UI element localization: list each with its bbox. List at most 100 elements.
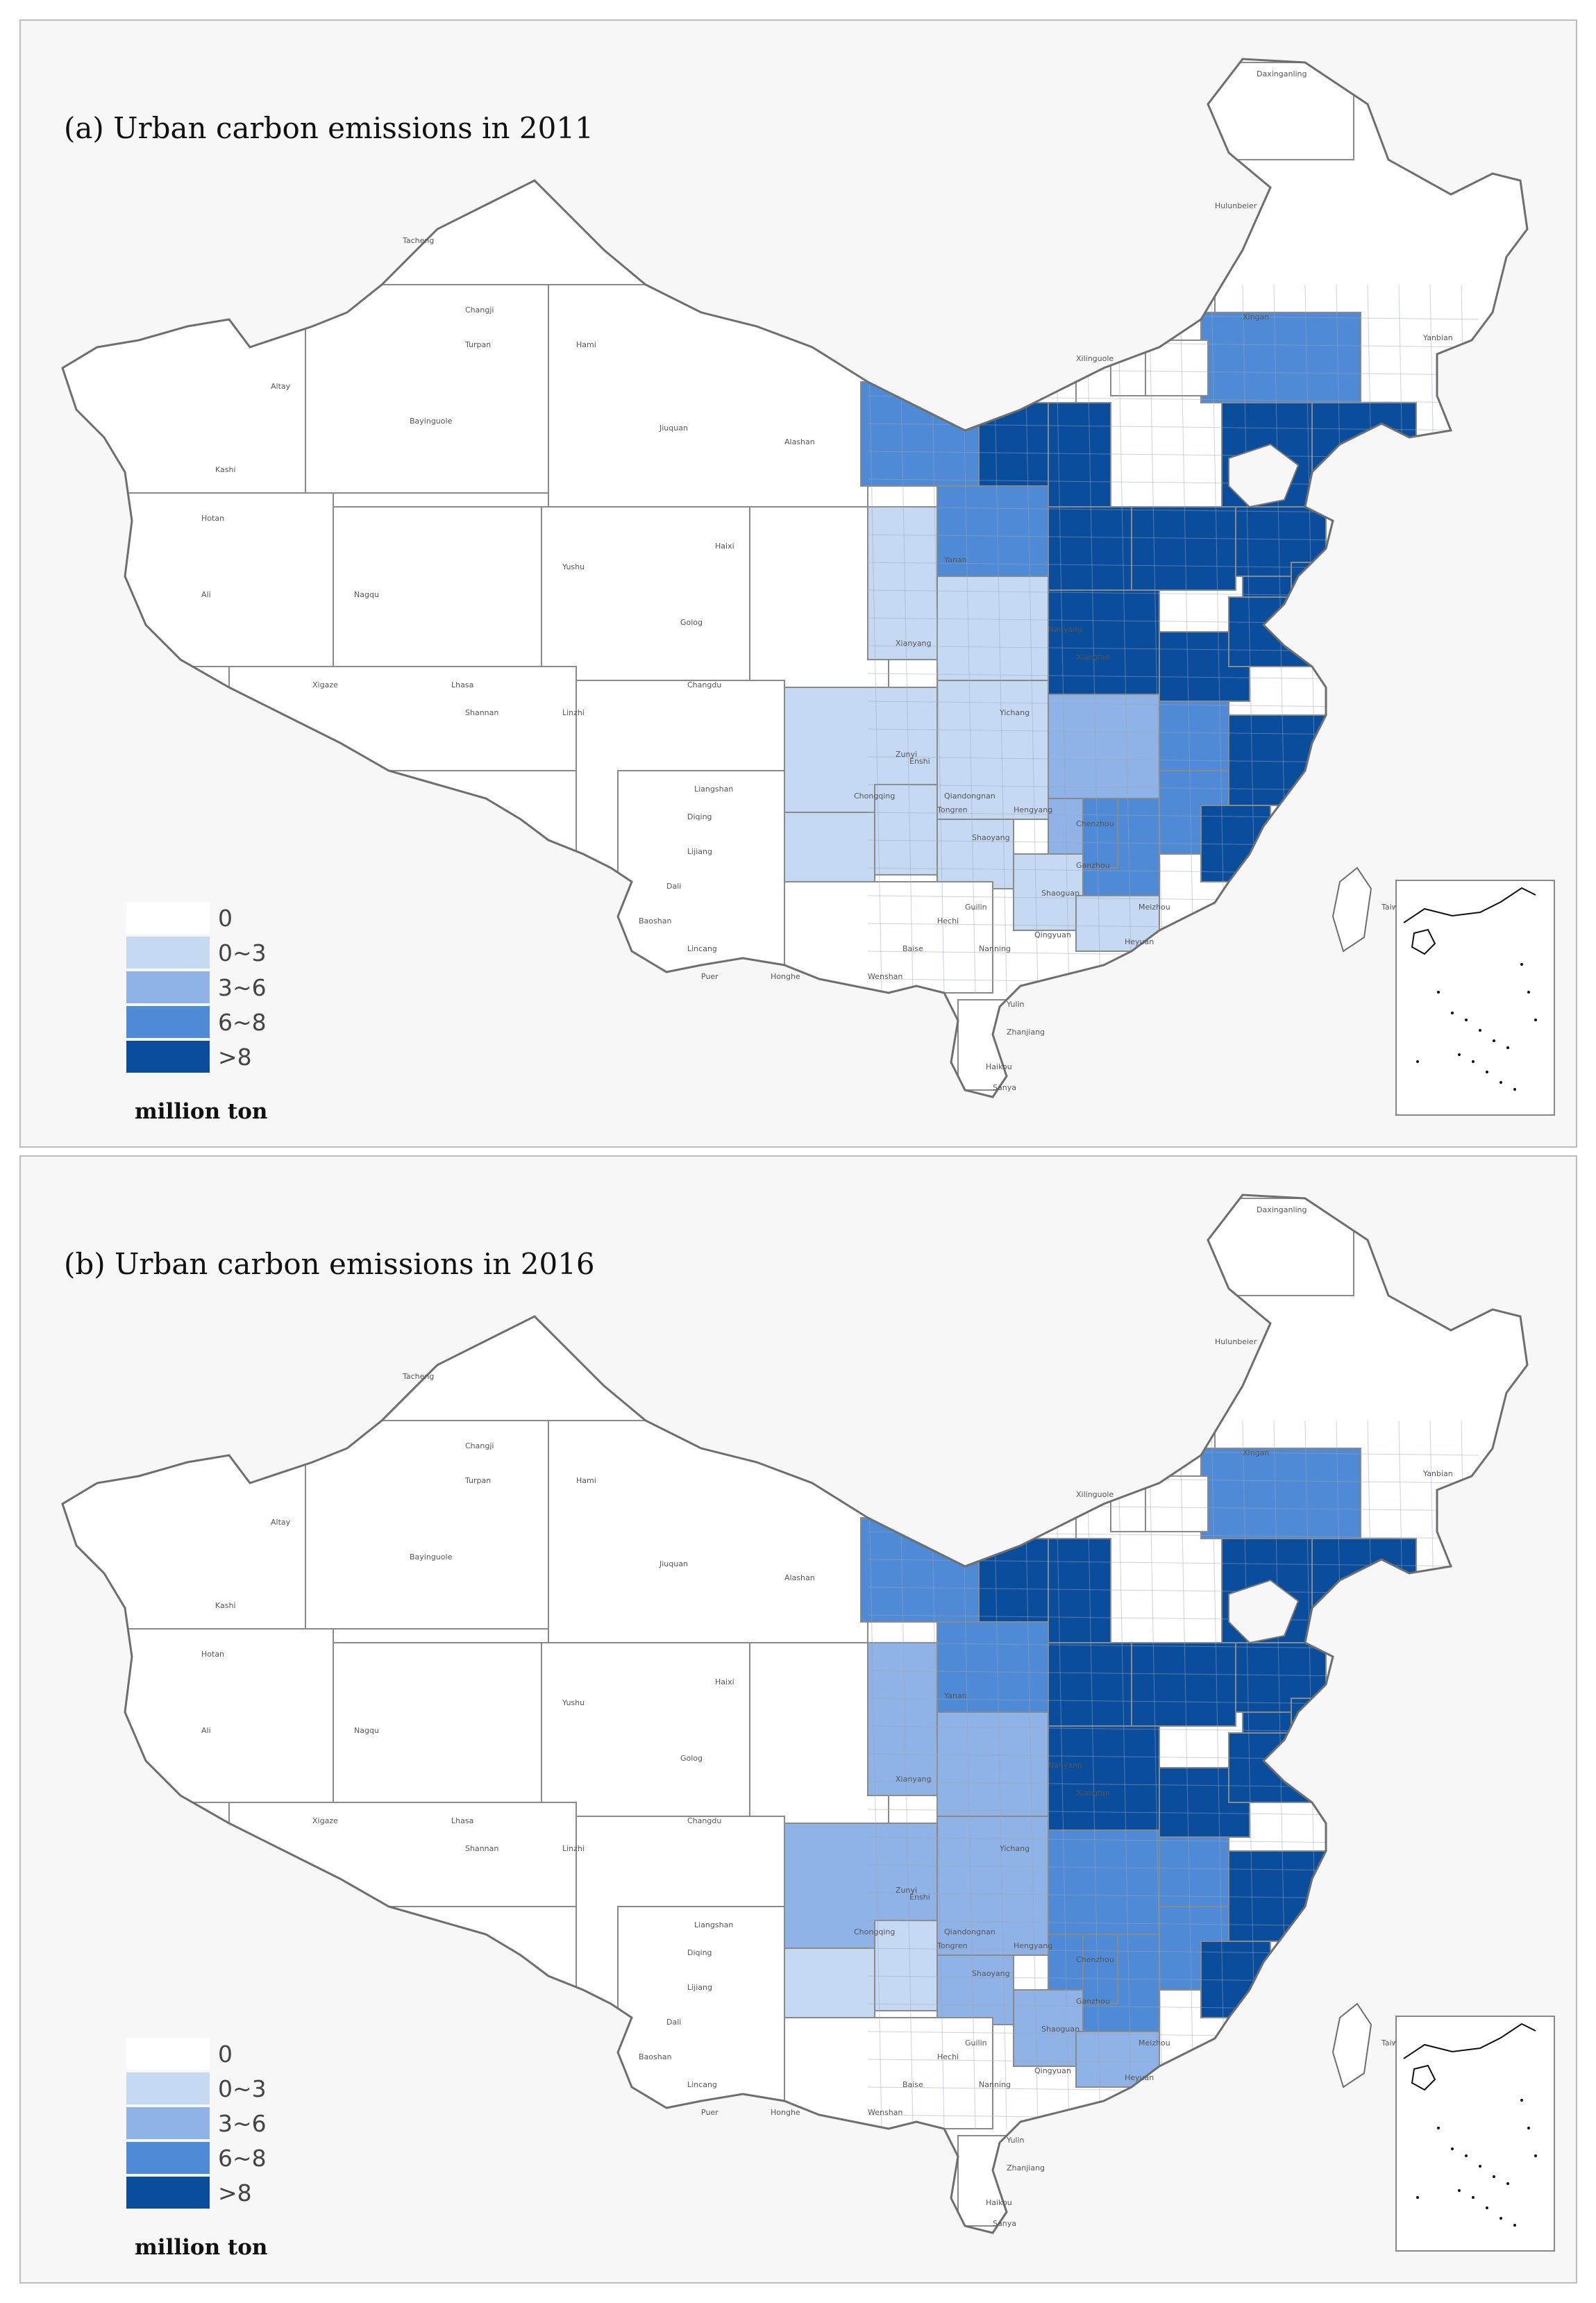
place-label: Changdu <box>687 680 721 689</box>
region <box>1311 1538 1417 1643</box>
legend-label: 0 <box>218 904 233 932</box>
place-label: Zhanjiang <box>1007 2163 1045 2172</box>
choropleth-map: Daxinganling Hulunbeier Xingan Xilinguole Ya… <box>61 58 1529 1098</box>
region <box>936 819 1014 889</box>
place-label: Chenzhou <box>1076 1955 1114 1964</box>
place-label: Guilin <box>965 2038 987 2047</box>
place-label: Altay <box>271 382 291 391</box>
place-label: Bayinguole <box>410 1552 453 1561</box>
legend-swatch <box>126 902 210 934</box>
region <box>124 492 334 667</box>
inset-island <box>1486 2206 1488 2209</box>
region <box>62 1455 306 1630</box>
place-label: Dali <box>666 2018 681 2027</box>
region <box>1159 1836 1229 1907</box>
boundary-line <box>1148 284 1164 994</box>
inset-island <box>1500 2217 1502 2220</box>
region <box>1291 1698 1334 1782</box>
inset-island <box>1486 1071 1488 1073</box>
legend-swatch <box>126 2072 210 2104</box>
legend-item: 3~6 <box>126 970 267 1005</box>
inset-island <box>1472 1060 1475 1063</box>
place-label: Daxinganling <box>1257 1205 1307 1214</box>
boundary-line <box>1211 284 1226 994</box>
boundary-line <box>1117 1420 1132 2129</box>
place-label: Tacheng <box>402 1372 434 1381</box>
place-label: Honghe <box>771 2108 800 2117</box>
legend-swatch <box>126 937 210 969</box>
place-label: Baoshan <box>639 916 671 926</box>
legend: 0 0~3 3~6 6~8 >8 <box>126 901 267 1074</box>
region <box>860 1517 980 1623</box>
place-label: Sanya <box>993 2219 1016 2228</box>
region <box>936 680 1049 820</box>
place-label: Haikou <box>986 1062 1012 1071</box>
legend-item: 6~8 <box>126 2141 267 2175</box>
region <box>541 506 750 681</box>
region <box>867 506 938 660</box>
place-label: Xingan <box>1243 1448 1269 1457</box>
place-label: Changji <box>465 305 494 315</box>
inset-island <box>1520 2099 1523 2102</box>
region <box>1048 694 1160 799</box>
legend-item: >8 <box>126 1039 267 1074</box>
place-label: Daxinganling <box>1257 69 1307 78</box>
place-label: Puer <box>701 972 719 981</box>
place-label: Shaoyang <box>972 833 1010 842</box>
regions <box>62 1198 1479 2227</box>
inset-island <box>1458 2189 1461 2192</box>
place-label: Lhasa <box>451 1816 473 1825</box>
place-label: Wenshan <box>868 2108 902 2117</box>
boundary-line <box>867 284 882 994</box>
region <box>1311 402 1417 508</box>
inset-island <box>1527 991 1530 994</box>
panel-title: (b) Urban carbon emissions in 2016 <box>64 1247 595 1281</box>
boundary-line <box>1086 284 1101 994</box>
place-label: Hengyang <box>1014 1941 1052 1950</box>
place-label: Honghe <box>771 972 800 981</box>
boundary-line <box>1211 1420 1226 2129</box>
place-label: Qiandongnan <box>944 792 996 801</box>
place-label: Puer <box>701 2108 719 2117</box>
place-label: Xilinguole <box>1076 1490 1114 1499</box>
place-label: Yanan <box>943 1691 967 1700</box>
map-panel-2016: Daxinganling Hulunbeier Xingan Xilinguole Ya… <box>19 1155 1577 2284</box>
region <box>1131 506 1236 591</box>
place-label: Lijiang <box>687 847 712 856</box>
region <box>784 2017 993 2129</box>
place-label: Yichang <box>999 1844 1030 1853</box>
inset-island <box>1493 1039 1495 1042</box>
legend-swatch <box>126 2038 210 2070</box>
legend-item: 3~6 <box>126 2106 267 2141</box>
place-label: Zunyi <box>896 1886 917 1895</box>
place-label: Liangshan <box>694 1920 733 1929</box>
place-label: Ganzhou <box>1076 861 1110 870</box>
legend-label: 0~3 <box>218 2075 267 2102</box>
place-label: Wenshan <box>868 972 902 981</box>
region <box>548 1420 868 1643</box>
inset-island <box>1500 1081 1502 1084</box>
legend-swatch <box>126 971 210 1003</box>
inset-island <box>1416 2196 1419 2199</box>
place-label: Golog <box>680 1754 703 1763</box>
place-label: Hulunbeier <box>1215 1337 1257 1346</box>
region <box>541 1642 750 1817</box>
inset-island <box>1513 1088 1516 1091</box>
place-label: Hechi <box>937 2052 959 2061</box>
place-label: Shannan <box>465 1844 498 1853</box>
place-label: Qingyuan <box>1034 2066 1071 2075</box>
legend: 0 0~3 3~6 6~8 >8 <box>126 2036 267 2210</box>
legend-item: 0 <box>126 901 267 935</box>
south-china-sea-inset <box>1395 880 1555 1116</box>
inset-map <box>1403 887 1537 1091</box>
region <box>777 1948 875 2018</box>
place-label: Haixi <box>715 1677 734 1686</box>
place-label: Qiandongnan <box>944 1927 996 1936</box>
inset-island <box>1520 963 1523 966</box>
country-outline <box>61 1194 1529 2234</box>
region <box>617 770 785 980</box>
place-label: Hechi <box>937 916 959 926</box>
region <box>936 485 1049 577</box>
boundary-line <box>898 284 914 994</box>
legend-swatch <box>126 2177 210 2209</box>
